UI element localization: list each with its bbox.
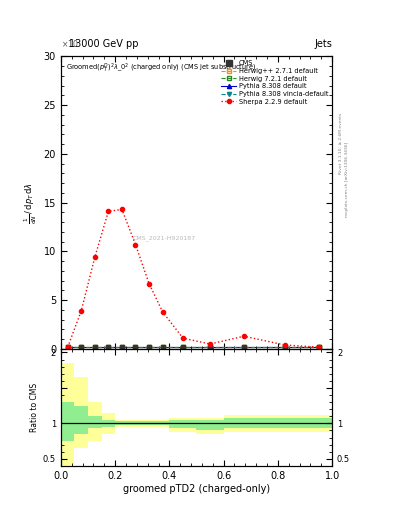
Text: Groomed$(p_T^D)^2\lambda\_0^2$ (charged only) (CMS jet substructure): Groomed$(p_T^D)^2\lambda\_0^2$ (charged … <box>66 62 257 75</box>
Text: 13000 GeV pp: 13000 GeV pp <box>69 38 138 49</box>
Legend: CMS, Herwig++ 2.7.1 default, Herwig 7.2.1 default, Pythia 8.308 default, Pythia : CMS, Herwig++ 2.7.1 default, Herwig 7.2.… <box>219 58 330 106</box>
Text: Jets: Jets <box>314 38 332 49</box>
Text: Rivet 3.1.10; ≥ 2.6M events: Rivet 3.1.10; ≥ 2.6M events <box>339 113 343 174</box>
Y-axis label: Ratio to CMS: Ratio to CMS <box>30 383 39 432</box>
Text: CMS_2021-H920187: CMS_2021-H920187 <box>132 235 196 241</box>
Text: mcplots.cern.ch [arXiv:1306.3436]: mcplots.cern.ch [arXiv:1306.3436] <box>345 142 349 217</box>
X-axis label: groomed pTD2 (charged-only): groomed pTD2 (charged-only) <box>123 483 270 494</box>
Text: $\times$10: $\times$10 <box>61 38 79 49</box>
Y-axis label: $\frac{1}{\mathrm{d}N}\,/\,\mathrm{d}p_T\,\mathrm{d}\lambda$: $\frac{1}{\mathrm{d}N}\,/\,\mathrm{d}p_T… <box>23 182 39 224</box>
